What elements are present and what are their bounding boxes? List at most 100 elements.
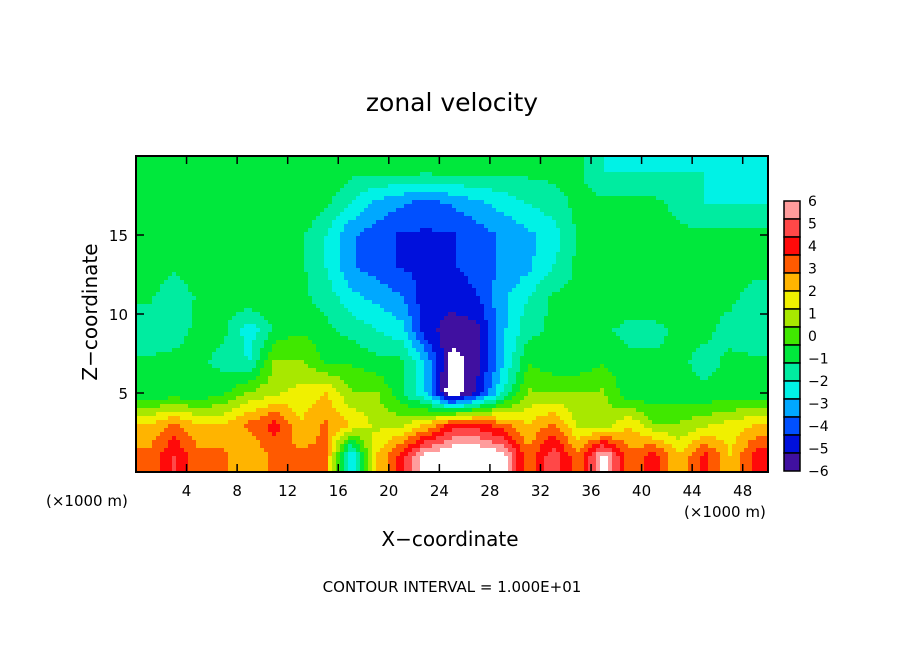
heatmap-cell	[656, 248, 661, 253]
heatmap-cell	[144, 216, 149, 221]
heatmap-cell	[552, 168, 557, 173]
heatmap-cell	[572, 172, 577, 177]
heatmap-cell	[672, 224, 677, 229]
heatmap-cell	[424, 236, 429, 241]
heatmap-cell	[248, 236, 253, 241]
heatmap-cell	[648, 168, 653, 173]
heatmap-cell	[260, 160, 265, 165]
heatmap-cell	[152, 272, 157, 277]
heatmap-cell	[200, 240, 205, 245]
heatmap-cell	[356, 240, 361, 245]
heatmap-cell	[760, 216, 765, 221]
heatmap-cell	[688, 188, 693, 193]
heatmap-cell	[276, 268, 281, 273]
heatmap-cell	[512, 180, 517, 185]
heatmap-cell	[596, 160, 601, 165]
heatmap-cell	[372, 280, 377, 285]
heatmap-cell	[348, 228, 353, 233]
heatmap-cell	[568, 256, 573, 261]
heatmap-cell	[428, 276, 433, 281]
heatmap-cell	[704, 276, 709, 281]
heatmap-cell	[144, 244, 149, 249]
heatmap-cell	[640, 252, 645, 257]
heatmap-cell	[632, 240, 637, 245]
heatmap-cell	[404, 224, 409, 229]
heatmap-cell	[436, 172, 441, 177]
heatmap-cell	[476, 268, 481, 273]
heatmap-cell	[308, 208, 313, 213]
heatmap-cell	[268, 264, 273, 269]
heatmap-cell	[196, 276, 201, 281]
heatmap-cell	[696, 224, 701, 229]
heatmap-cell	[580, 264, 585, 269]
heatmap-cell	[576, 220, 581, 225]
heatmap-cell	[252, 180, 257, 185]
heatmap-cell	[492, 248, 497, 253]
heatmap-cell	[312, 196, 317, 201]
heatmap-cell	[420, 244, 425, 249]
heatmap-cell	[272, 220, 277, 225]
heatmap-cell	[708, 204, 713, 209]
heatmap-cell	[600, 256, 605, 261]
heatmap-cell	[660, 276, 665, 281]
heatmap-cell	[332, 192, 337, 197]
heatmap-cell	[236, 228, 241, 233]
heatmap-cell	[576, 244, 581, 249]
heatmap-cell	[232, 184, 237, 189]
heatmap-cell	[728, 236, 733, 241]
heatmap-cell	[328, 156, 333, 161]
heatmap-cell	[656, 176, 661, 181]
heatmap-cell	[552, 172, 557, 177]
heatmap-cell	[260, 244, 265, 249]
heatmap-cell	[468, 212, 473, 217]
heatmap-cell	[752, 220, 757, 225]
heatmap-cell	[760, 260, 765, 265]
heatmap-cell	[428, 220, 433, 225]
heatmap-cell	[584, 276, 589, 281]
heatmap-cell	[160, 208, 165, 213]
heatmap-cell	[172, 276, 177, 281]
heatmap-cell	[492, 208, 497, 213]
heatmap-cell	[732, 264, 737, 269]
heatmap-cell	[632, 216, 637, 221]
heatmap-cell	[352, 172, 357, 177]
heatmap-cell	[396, 224, 401, 229]
heatmap-cell	[480, 220, 485, 225]
heatmap-cell	[496, 220, 501, 225]
heatmap-cell	[284, 168, 289, 173]
heatmap-cell	[468, 176, 473, 181]
heatmap-cell	[320, 176, 325, 181]
heatmap-cell	[400, 272, 405, 277]
heatmap-cell	[168, 224, 173, 229]
heatmap-cell	[248, 220, 253, 225]
heatmap-cell	[244, 276, 249, 281]
heatmap-cell	[480, 268, 485, 273]
heatmap-cell	[764, 168, 769, 173]
heatmap-cell	[144, 204, 149, 209]
heatmap-cell	[520, 272, 525, 277]
heatmap-cell	[524, 188, 529, 193]
heatmap-cell	[504, 208, 509, 213]
heatmap-cell	[652, 248, 657, 253]
heatmap-cell	[276, 220, 281, 225]
heatmap-cell	[644, 232, 649, 237]
heatmap-cell	[756, 224, 761, 229]
heatmap-cell	[480, 264, 485, 269]
heatmap-cell	[180, 260, 185, 265]
heatmap-cell	[632, 268, 637, 273]
heatmap-cell	[480, 184, 485, 189]
heatmap-cell	[272, 268, 277, 273]
heatmap-cell	[212, 280, 217, 285]
heatmap-cell	[372, 232, 377, 237]
heatmap-cell	[608, 184, 613, 189]
heatmap-cell	[356, 236, 361, 241]
heatmap-cell	[656, 272, 661, 277]
heatmap-cell	[580, 228, 585, 233]
heatmap-cell	[724, 232, 729, 237]
heatmap-cell	[636, 244, 641, 249]
heatmap-cell	[676, 252, 681, 257]
heatmap-cell	[260, 268, 265, 273]
heatmap-cell	[428, 216, 433, 221]
heatmap-cell	[476, 276, 481, 281]
heatmap-cell	[396, 276, 401, 281]
